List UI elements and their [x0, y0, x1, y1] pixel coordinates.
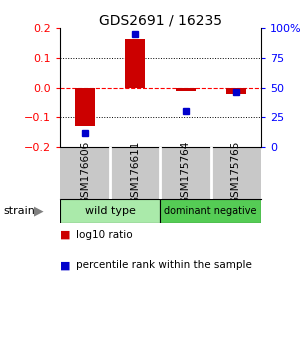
Text: log10 ratio: log10 ratio	[76, 230, 133, 240]
Bar	[60, 199, 160, 223]
Bar	[176, 88, 196, 91]
Text: ■: ■	[60, 260, 70, 270]
Text: strain: strain	[3, 206, 35, 216]
Bar	[75, 88, 95, 126]
Title: GDS2691 / 16235: GDS2691 / 16235	[99, 13, 222, 27]
Text: percentile rank within the sample: percentile rank within the sample	[76, 260, 252, 270]
Text: ▶: ▶	[34, 205, 44, 218]
Bar	[226, 88, 246, 93]
Text: dominant negative: dominant negative	[164, 206, 257, 216]
Text: ■: ■	[60, 230, 70, 240]
Text: GSM175765: GSM175765	[231, 141, 241, 204]
Bar	[160, 199, 261, 223]
Text: GSM176611: GSM176611	[130, 141, 140, 204]
Bar	[125, 39, 146, 88]
Text: GSM176606: GSM176606	[80, 141, 90, 204]
Text: GSM175764: GSM175764	[181, 141, 190, 204]
Text: wild type: wild type	[85, 206, 136, 216]
